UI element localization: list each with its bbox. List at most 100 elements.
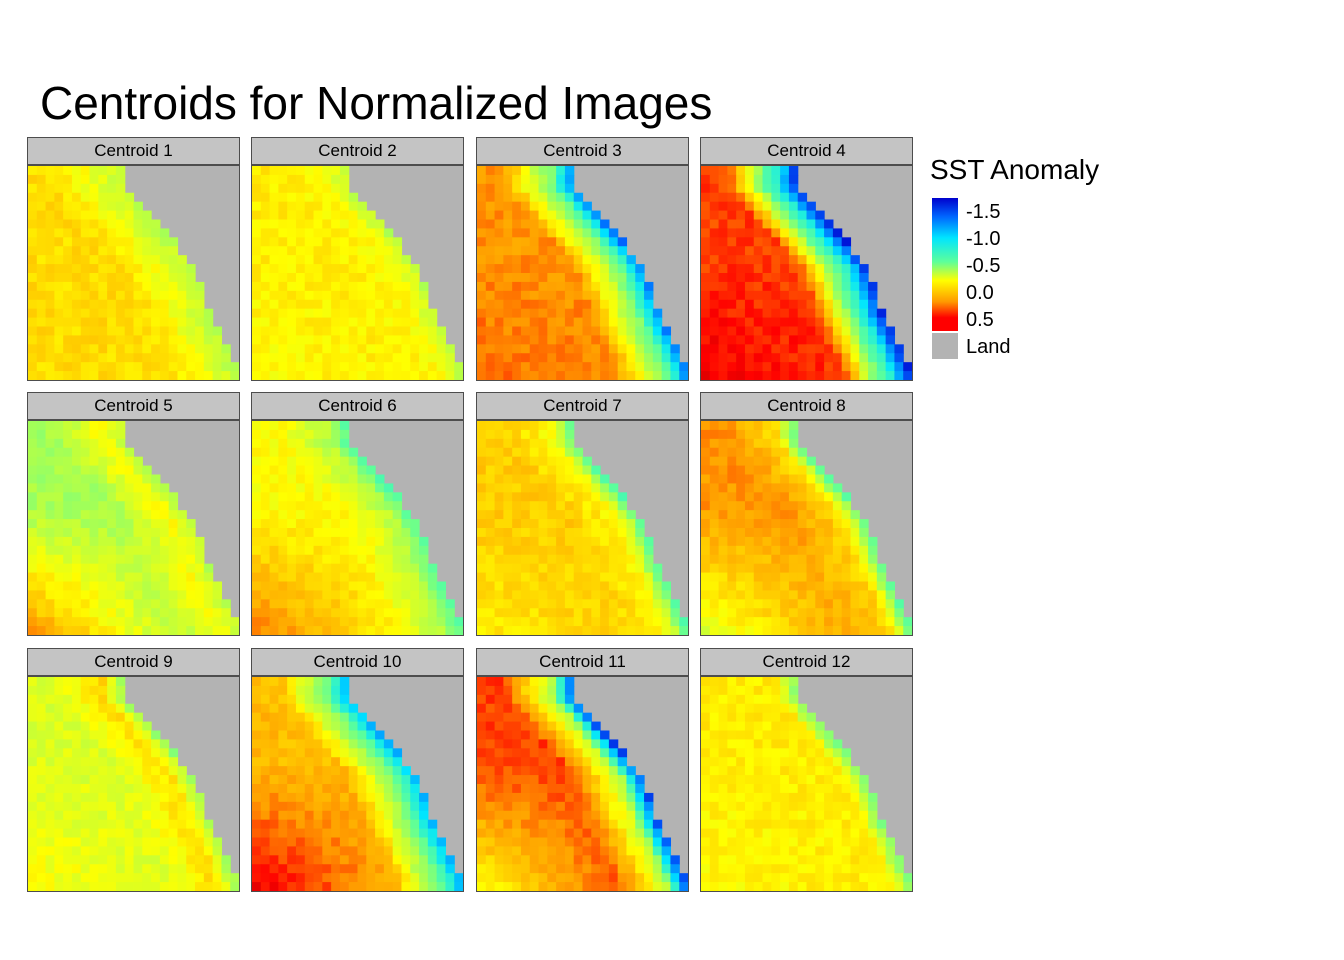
heatmap-cell xyxy=(348,563,359,574)
heatmap-cell xyxy=(626,599,636,609)
heatmap-cell xyxy=(485,617,496,627)
heatmap-cell xyxy=(151,617,161,627)
heatmap-cell xyxy=(670,864,680,874)
heatmap-cell xyxy=(366,335,376,345)
heatmap-cell xyxy=(392,344,403,354)
heatmap-cell xyxy=(186,273,196,283)
heatmap-cell xyxy=(45,501,55,511)
heatmap-cell xyxy=(304,536,315,547)
heatmap-cell xyxy=(383,828,394,839)
heatmap-cell xyxy=(635,308,645,319)
heatmap-cell xyxy=(753,581,764,592)
heatmap-cell xyxy=(375,608,385,618)
heatmap-cell xyxy=(159,801,170,812)
heatmap-cell xyxy=(63,201,73,212)
heatmap-cell xyxy=(107,617,117,627)
heatmap-cell xyxy=(850,255,860,265)
heatmap-cell xyxy=(591,739,601,749)
heatmap-cell xyxy=(80,694,91,705)
heatmap-cell xyxy=(762,712,772,723)
heatmap-cell xyxy=(71,801,82,812)
heatmap-cell xyxy=(269,237,279,247)
heatmap-cell xyxy=(322,819,332,830)
heatmap-cell xyxy=(824,474,834,485)
heatmap-cell xyxy=(485,201,496,212)
heatmap-cell xyxy=(186,784,196,794)
heatmap-cell xyxy=(36,626,47,635)
heatmap-cell xyxy=(260,528,271,538)
heatmap-cell xyxy=(28,210,38,221)
heatmap-cell xyxy=(573,510,584,520)
heatmap-cell xyxy=(850,626,860,635)
heatmap-cell xyxy=(520,308,531,319)
heatmap-cell xyxy=(727,677,737,687)
heatmap-cell xyxy=(115,519,126,529)
heatmap-cell xyxy=(168,784,179,794)
heatmap-cell xyxy=(780,210,790,221)
heatmap-cell xyxy=(348,599,359,609)
heatmap-cell xyxy=(383,335,394,345)
heatmap-cell xyxy=(419,801,429,812)
heatmap-cell xyxy=(331,483,341,493)
heatmap-cell xyxy=(573,590,584,600)
heatmap-cell xyxy=(477,299,487,310)
heatmap-cell xyxy=(850,326,860,337)
heatmap-cell xyxy=(278,730,288,741)
heatmap-cell xyxy=(573,237,584,247)
heatmap-cell xyxy=(375,775,385,785)
heatmap-cell xyxy=(797,483,808,493)
heatmap-cell xyxy=(477,712,487,723)
heatmap-cell xyxy=(54,456,64,467)
heatmap-cell xyxy=(177,626,187,635)
heatmap-cell xyxy=(841,362,852,372)
heatmap-cell xyxy=(133,290,143,301)
heatmap-cell xyxy=(652,572,663,583)
heatmap-cell xyxy=(124,572,135,583)
heatmap-cell xyxy=(617,344,628,354)
heatmap-cell xyxy=(512,228,522,238)
heatmap-cell xyxy=(608,554,619,565)
heatmap-cell xyxy=(608,590,619,600)
heatmap-cell xyxy=(260,192,271,203)
heatmap-cell xyxy=(142,237,152,247)
heatmap-cell xyxy=(436,882,447,891)
heatmap-cell xyxy=(269,819,279,830)
heatmap-cell xyxy=(635,846,645,856)
heatmap-cell xyxy=(133,599,143,609)
heatmap-cell xyxy=(339,447,350,458)
heatmap-cell xyxy=(107,474,117,485)
heatmap-cell xyxy=(322,748,332,758)
heatmap-cell xyxy=(477,721,487,732)
heatmap-cell xyxy=(850,317,860,328)
heatmap-cell xyxy=(383,519,394,529)
heatmap-cell xyxy=(80,201,91,212)
heatmap-cell xyxy=(339,501,350,511)
heatmap-cell xyxy=(788,246,799,256)
heatmap-cell xyxy=(339,819,350,830)
heatmap-cell xyxy=(903,617,912,627)
heatmap-cell xyxy=(477,828,487,839)
heatmap-cell xyxy=(573,273,584,283)
heatmap-cell xyxy=(151,264,161,274)
heatmap-cell xyxy=(815,599,825,609)
heatmap-cell xyxy=(339,837,350,848)
heatmap-cell xyxy=(71,572,82,583)
heatmap-cell xyxy=(322,246,332,256)
heatmap-cell xyxy=(815,290,825,301)
heatmap-cell xyxy=(736,246,746,256)
heatmap-cell xyxy=(608,326,619,337)
heatmap-cell xyxy=(841,590,852,600)
heatmap-cell xyxy=(313,335,323,345)
heatmap-cell xyxy=(494,192,504,203)
heatmap-cell xyxy=(591,730,601,741)
heatmap-cell xyxy=(260,608,271,618)
heatmap-cell xyxy=(762,528,772,538)
heatmap-cell xyxy=(98,166,108,176)
heatmap-cell xyxy=(806,237,816,247)
heatmap-cell xyxy=(494,677,504,687)
heatmap-cell xyxy=(608,353,619,363)
heatmap-cell xyxy=(520,219,531,230)
heatmap-cell xyxy=(600,474,610,485)
heatmap-cell xyxy=(331,174,341,185)
heatmap-cell xyxy=(762,174,772,185)
